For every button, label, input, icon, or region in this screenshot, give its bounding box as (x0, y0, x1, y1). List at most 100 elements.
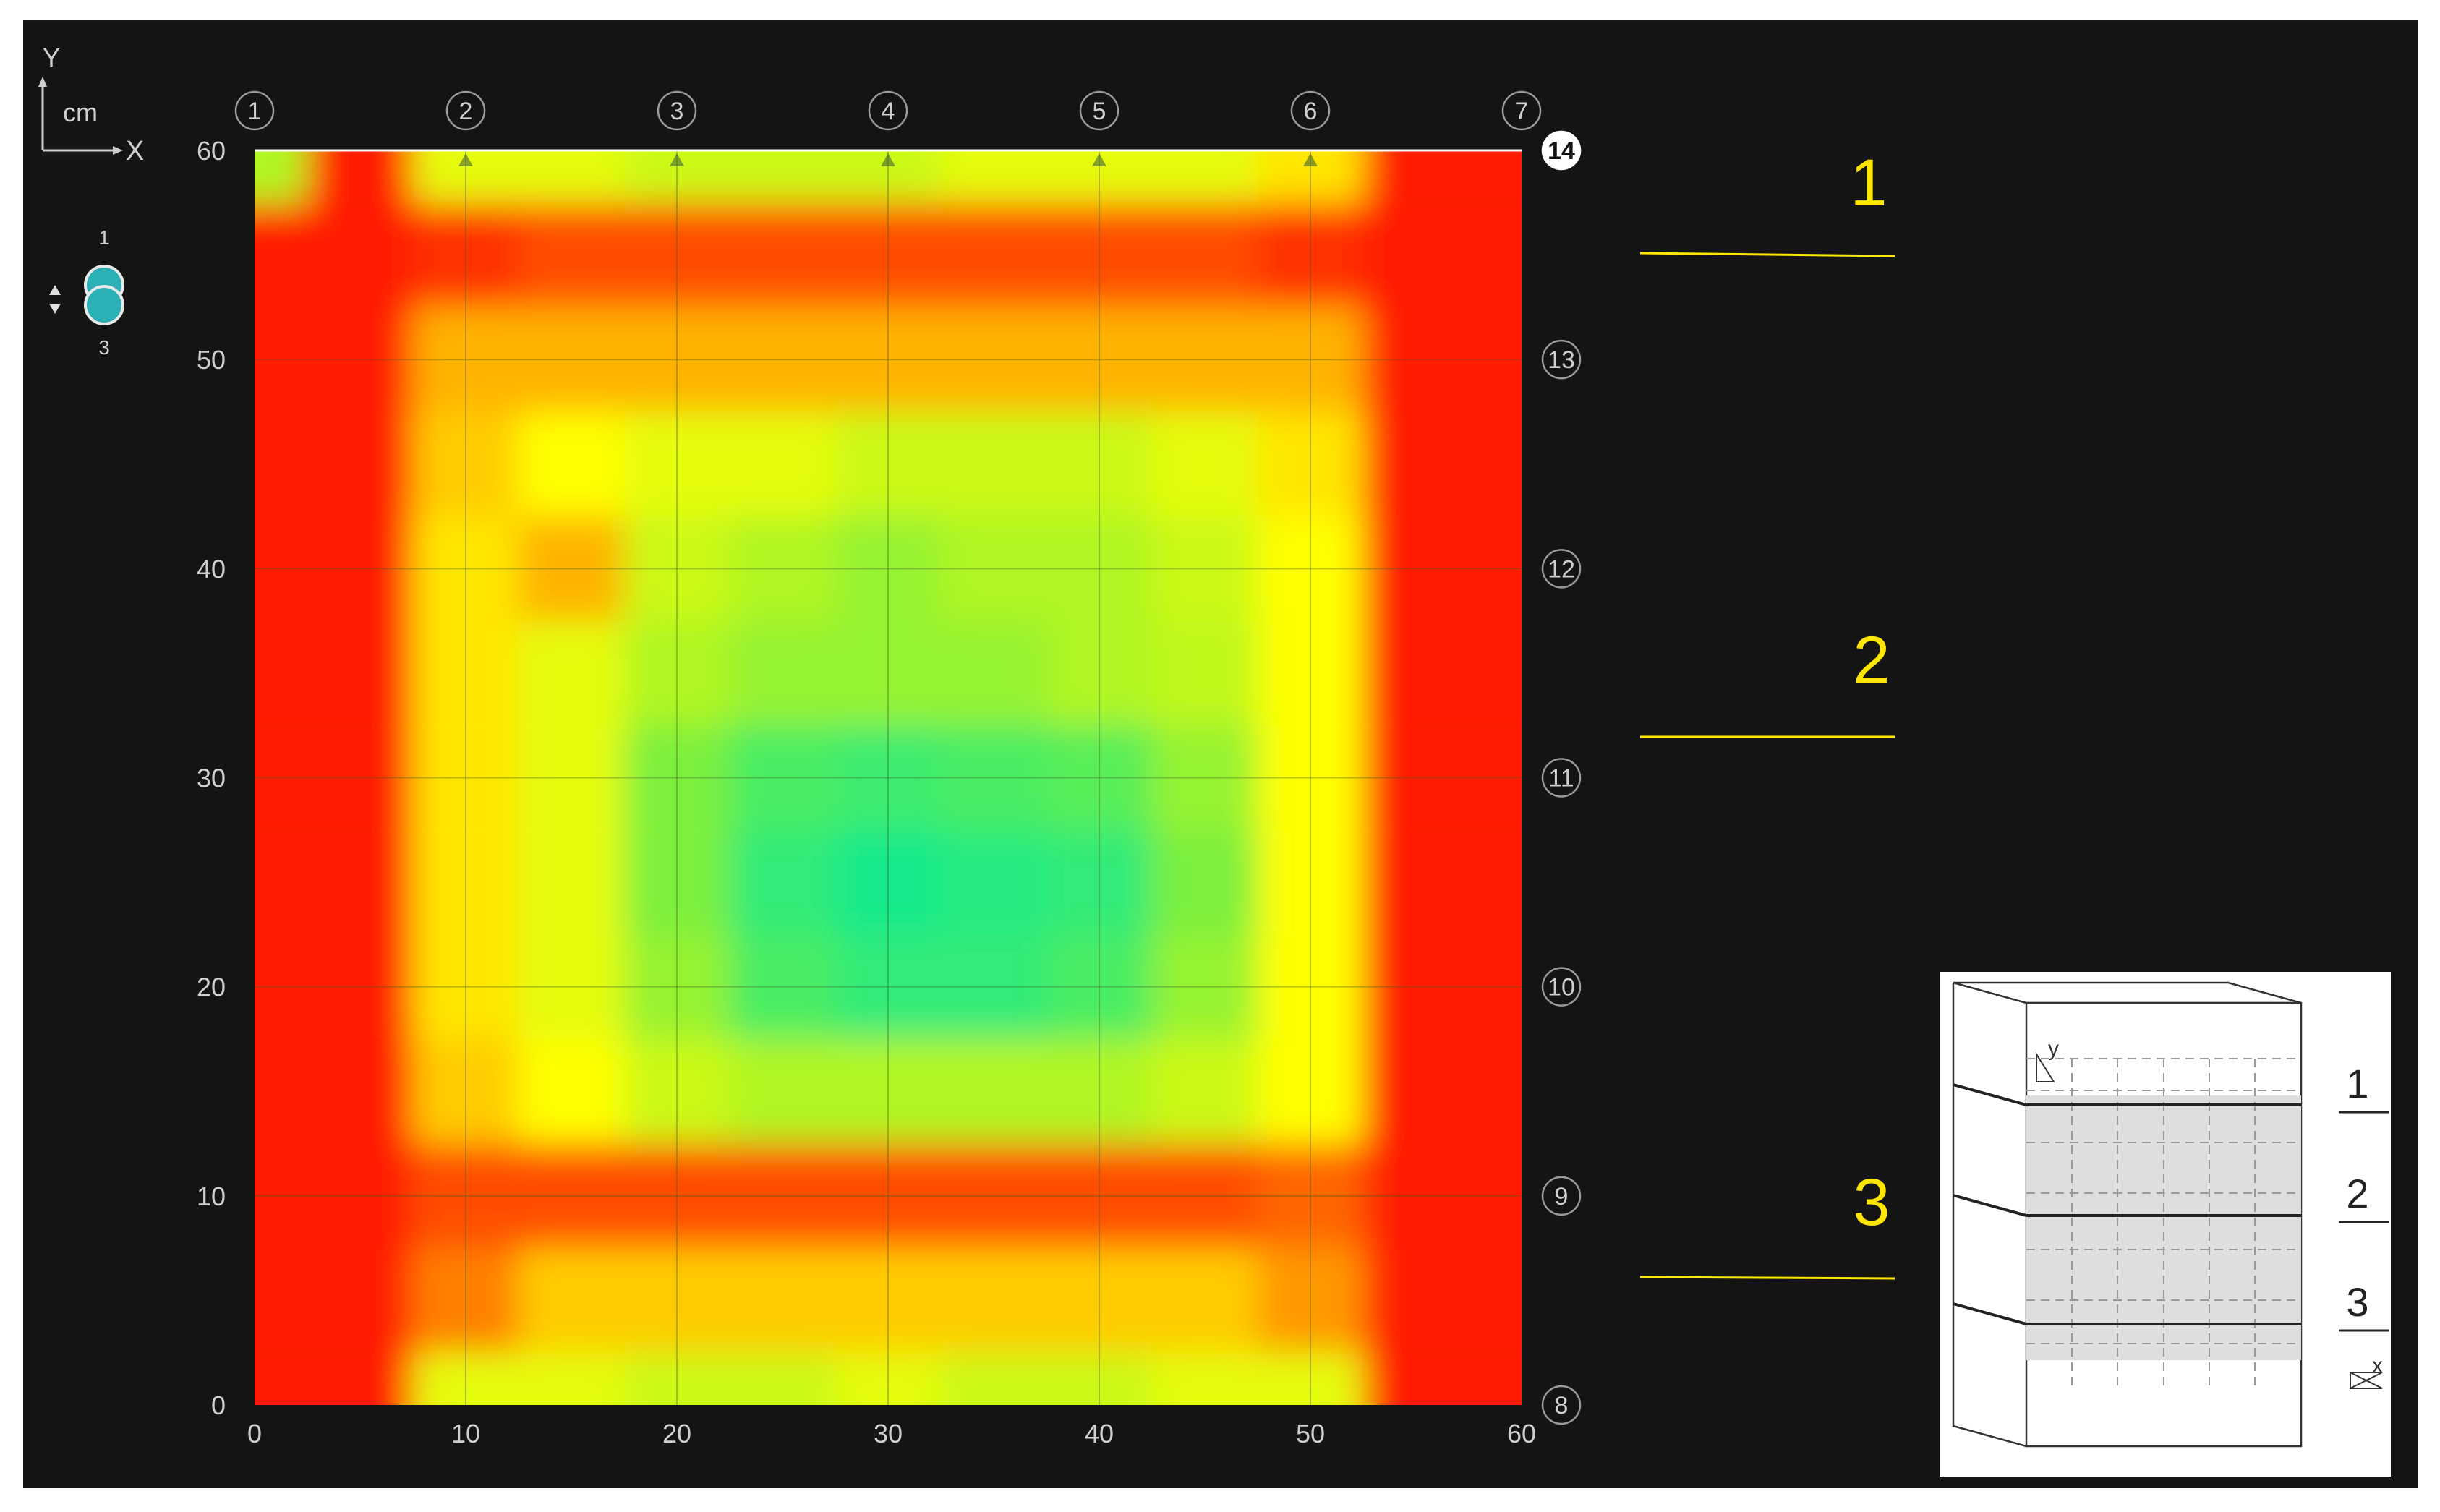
right-station-markers: 8 9 10 11 12 13 14 (1541, 130, 1582, 1425)
heatmap-cell (624, 620, 730, 726)
axis-indicator-unit: cm (63, 98, 98, 127)
heatmap-cell (1469, 1038, 1522, 1144)
x-tick-label: 50 (1296, 1419, 1325, 1448)
figure-background: Y X cm 1 3 0 10 20 30 40 50 60 (23, 20, 2418, 1488)
heatmap-cell (413, 516, 519, 621)
heatmap-cell (1469, 150, 1522, 203)
inset-x-axis-marker (2350, 1372, 2383, 1389)
heatmap-cell (1152, 411, 1258, 517)
heatmap-cell (730, 202, 835, 307)
heatmap-cell (255, 1038, 307, 1144)
heatmap-cell (730, 934, 835, 1039)
grid-lines (255, 149, 1522, 1405)
heatmap-cell (1363, 1143, 1469, 1249)
heatmap-cell (1046, 829, 1152, 935)
heatmap-cell (307, 1143, 413, 1249)
heatmap-cell (1046, 1248, 1152, 1353)
heatmap-cell (941, 1143, 1046, 1249)
heatmap-cell (255, 202, 307, 307)
heatmap-cell (730, 516, 835, 621)
heatmap-cell (730, 307, 835, 412)
heatmap-cell (1152, 620, 1258, 726)
heatmap-cell (307, 1352, 413, 1405)
heatmap-cell (1363, 1352, 1469, 1405)
heatmap-cell (730, 1352, 835, 1405)
layer-discs-icon[interactable] (84, 265, 124, 325)
up-down-arrows-icon[interactable] (49, 285, 61, 314)
heatmap-cell (624, 1352, 730, 1405)
heatmap-cell (1258, 1038, 1363, 1144)
heatmap-cell (519, 516, 624, 621)
inset-section-lines (1953, 1083, 2301, 1325)
inset-x-axis-triangle (2350, 1371, 2383, 1389)
heatmap-cell (255, 620, 307, 726)
top-marker-label: 4 (882, 98, 895, 125)
top-marker-arrow (458, 153, 473, 166)
heatmap-cell (307, 829, 413, 935)
heatmap-cell (1046, 202, 1152, 307)
top-marker-label: 5 (1093, 98, 1106, 125)
heatmap-cell (1258, 202, 1363, 307)
heatmap-cell (1152, 1143, 1258, 1249)
heatmap-cell (1152, 1352, 1258, 1405)
section-3: 3 (1639, 1166, 1895, 1280)
heatmap-cell (835, 516, 941, 621)
heatmap-cell (307, 620, 413, 726)
top-marker-circle (1290, 90, 1331, 131)
heatmap-cell (1046, 934, 1152, 1039)
top-marker-circle (234, 90, 275, 131)
heatmap-cell (307, 150, 413, 203)
heatmap-cell (624, 1038, 730, 1144)
right-marker-label: 9 (1555, 1183, 1569, 1210)
inset-axis-y: y (2048, 1037, 2059, 1061)
heatmap-cell (413, 934, 519, 1039)
right-marker-label: 10 (1548, 974, 1575, 1001)
top-marker-label: 7 (1515, 98, 1529, 125)
top-marker-circle (868, 90, 908, 131)
x-tick-label: 10 (451, 1419, 480, 1448)
heatmap-cell (1469, 725, 1522, 830)
heatmap-cell (1152, 934, 1258, 1039)
top-marker-arrow (1303, 153, 1318, 166)
heatmap-cell (307, 934, 413, 1039)
heatmap-cell (413, 829, 519, 935)
heatmap-cell (730, 150, 835, 203)
heatmap-cell (1363, 307, 1469, 412)
heatmap-cell (1258, 516, 1363, 621)
heatmap-cell (1046, 725, 1152, 830)
heatmap-cell (1258, 725, 1363, 830)
axis-indicator-x-arrow (113, 146, 123, 155)
right-marker-circle (1541, 339, 1582, 380)
heatmap-cell (730, 1038, 835, 1144)
heatmap-cell (1469, 516, 1522, 621)
heatmap-cell (1258, 620, 1363, 726)
heatmap-cell (1152, 202, 1258, 307)
x-tick-label: 40 (1085, 1419, 1114, 1448)
layer-selector[interactable]: 1 3 (49, 226, 124, 359)
y-tick-label: 10 (197, 1182, 226, 1211)
heatmap-cell (941, 1248, 1046, 1353)
section-2-label: 2 (1853, 623, 1890, 697)
y-tick-label: 40 (197, 554, 226, 584)
heatmap-cell (307, 307, 413, 412)
heatmap-cell (624, 934, 730, 1039)
heatmap-cell (1363, 516, 1469, 621)
heatmap-cell (255, 725, 307, 830)
heatmap-cell (519, 829, 624, 935)
heatmap-cell (307, 202, 413, 307)
heatmap-cell (941, 202, 1046, 307)
heatmap-cell (624, 307, 730, 412)
heatmap-cell (307, 411, 413, 517)
heatmap-cell (1363, 1038, 1469, 1144)
heatmap-cell (1363, 829, 1469, 935)
heatmap-cell (1469, 620, 1522, 726)
heatmap-cell (730, 829, 835, 935)
heatmap-cell (835, 620, 941, 726)
heatmap-cell (730, 725, 835, 830)
heatmap-cell (624, 1248, 730, 1353)
right-marker-label: 13 (1548, 346, 1575, 374)
heatmap-cell (413, 620, 519, 726)
heatmap-cell (519, 1352, 624, 1405)
inset-axis-x: x (2372, 1354, 2383, 1378)
axis-indicator-y: Y (43, 43, 60, 72)
